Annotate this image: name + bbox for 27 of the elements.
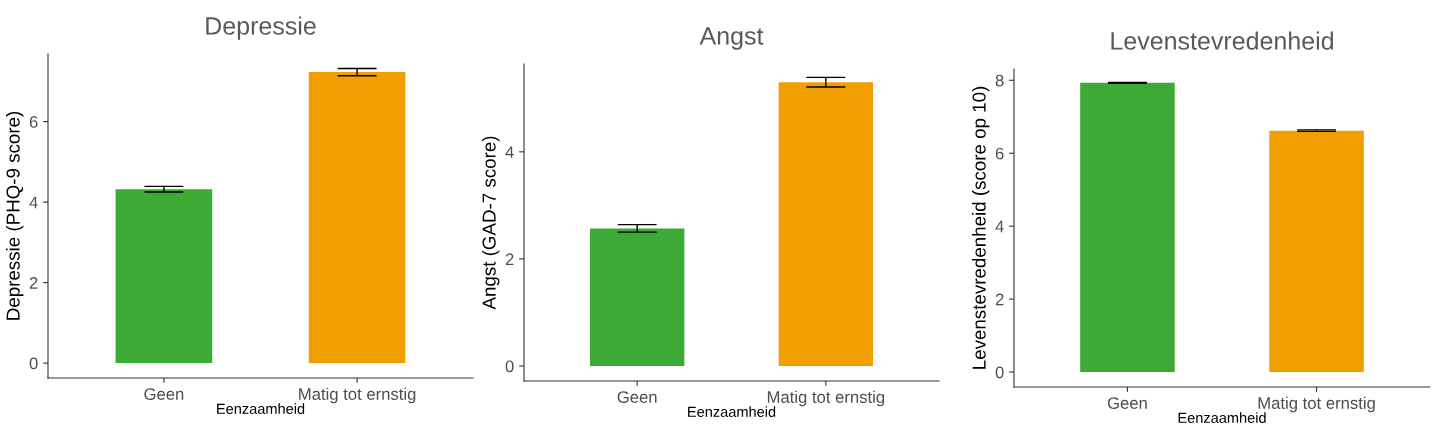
y-axis-title: Angst (GAD-7 score)	[481, 136, 500, 310]
y-tick-label: 0	[995, 366, 1004, 379]
x-tick-label: Matig tot ernstig	[1258, 396, 1375, 413]
x-axis-title: Eenzaamheid	[217, 403, 305, 414]
y-axis-title: Depressie (PHQ-9 score)	[5, 111, 24, 320]
y-tick-label: 2	[505, 253, 514, 265]
chart-title: Depressie	[206, 16, 316, 40]
chart-title: Angst	[699, 27, 764, 50]
x-tick-label: Geen	[1107, 397, 1147, 409]
chart-title: Levenstevredenheid	[1111, 31, 1333, 50]
x-axis-title: Eenzaamheid	[688, 406, 776, 417]
y-tick-label: 0	[29, 357, 38, 370]
y-tick-label: 8	[995, 74, 1004, 87]
x-tick-label: Geen	[617, 391, 657, 403]
y-tick-label: 4	[505, 146, 514, 158]
y-tick-label: 4	[29, 196, 38, 209]
y-tick-label: 2	[995, 293, 1004, 306]
x-axis-title: Eenzaamheid	[1178, 412, 1266, 423]
x-tick-label: Matig tot ernstig	[767, 390, 885, 407]
x-tick-label: Matig tot ernstig	[299, 387, 416, 404]
y-tick-label: 6	[29, 116, 38, 128]
y-tick-label: 0	[505, 360, 514, 373]
y-tick-label: 4	[995, 220, 1004, 233]
y-axis-title: Levenstevredenheid (score op 10)	[971, 86, 990, 369]
x-tick-label: Geen	[144, 388, 184, 400]
y-tick-label: 2	[29, 277, 38, 289]
y-tick-label: 6	[995, 147, 1004, 160]
